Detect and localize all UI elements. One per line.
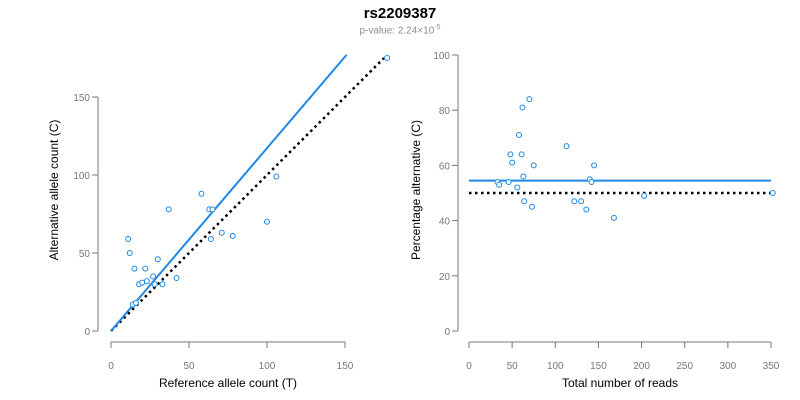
panel1-data-point — [264, 218, 270, 225]
panel1-data-point — [159, 281, 166, 288]
panel1-data-point — [143, 278, 150, 285]
panel1-data-point — [218, 229, 225, 236]
panel2-data-point — [528, 203, 535, 210]
panel1-data-point — [165, 206, 172, 213]
panel1-data-point — [150, 273, 157, 280]
panel2-x-tick-label: 0 — [466, 361, 472, 372]
panel1-data-point — [273, 173, 280, 180]
panel1-data-point — [142, 265, 149, 272]
panel2-x-tick-label: 350 — [763, 361, 780, 372]
panel2-data-point — [591, 162, 598, 169]
panel1-y-tick-label: 50 — [79, 249, 91, 260]
panel2-data-point — [583, 206, 590, 213]
chart-title: rs2209387 — [363, 5, 437, 22]
panel1-y-tick-label: 0 — [84, 327, 90, 338]
panel1-data-point — [209, 206, 216, 213]
panel2-data-point — [526, 96, 533, 103]
panel2-x-tick-label: 250 — [676, 361, 693, 372]
panel2-x-axis-label: Total number of reads — [562, 376, 678, 390]
panel2-y-tick-label: 20 — [439, 272, 451, 283]
panel2-y-tick-label: 40 — [439, 217, 451, 228]
panel1-data-point — [229, 232, 236, 239]
panel2-data-point — [610, 214, 617, 221]
panel2-x-tick-label: 200 — [633, 361, 650, 372]
panel1-data-point — [132, 299, 139, 306]
panel2-y-axis-label: Percentage alternative (C) — [409, 120, 423, 260]
panel1-x-tick-label: 50 — [183, 361, 195, 372]
panel1-x-tick-label: 0 — [108, 361, 114, 372]
panel1-data-point — [125, 235, 132, 242]
subtitle-exponent: -5 — [434, 24, 441, 31]
panel1-data-point — [198, 190, 205, 197]
panel2-data-point — [769, 190, 776, 196]
panel2-data-point — [520, 173, 527, 180]
subtitle-prefix: p-value: 2.24×10 — [359, 25, 435, 37]
panel2-y-tick-label: 80 — [439, 106, 451, 117]
panel2-x-tick-label: 100 — [547, 361, 564, 372]
panel1-fit-line — [110, 54, 348, 332]
panel1-data-point — [126, 250, 133, 256]
panel2-x-tick-label: 50 — [507, 361, 519, 372]
panel1-data-point — [154, 256, 161, 263]
panel2-data-point — [588, 178, 595, 185]
panel2-data-point — [509, 159, 516, 166]
panel1-data-point — [151, 281, 158, 288]
panel1-y-tick-label: 150 — [73, 93, 90, 104]
panel1-x-tick-label: 100 — [259, 361, 276, 372]
panel2-y-tick-label: 100 — [433, 51, 450, 62]
panel2-data-point — [519, 104, 526, 111]
panel1-x-tick-label: 150 — [337, 361, 354, 372]
panel1-data-point — [131, 265, 138, 272]
panel2-y-tick-label: 60 — [439, 161, 451, 172]
panel1-y-axis-label: Alternative allele count (C) — [47, 120, 61, 261]
chart-subtitle: p-value: 2.24×10-5 — [0, 24, 800, 36]
panel2-y-tick-label: 0 — [444, 327, 450, 338]
panel2-data-point — [496, 181, 503, 188]
panel2-x-tick-label: 300 — [720, 361, 737, 372]
panel2-data-point — [578, 198, 585, 205]
panel2-data-point — [571, 198, 578, 205]
panel1-data-point — [207, 235, 214, 242]
panel1-reference-line — [110, 57, 385, 332]
panel1-data-point — [173, 274, 180, 281]
panel2-data-point — [516, 132, 523, 139]
panel2-data-point — [518, 151, 525, 158]
panel2-data-point — [514, 184, 521, 191]
panel1-x-axis-label: Reference allele count (T) — [159, 376, 297, 390]
panel1-y-tick-label: 100 — [73, 171, 90, 182]
panel2-data-point — [530, 162, 537, 169]
panel2-data-point — [521, 198, 528, 205]
panel2-data-point — [505, 178, 512, 185]
panel1-data-point — [384, 55, 391, 61]
panel2-data-point — [507, 151, 514, 158]
panel2-data-point — [563, 143, 570, 150]
panel2-x-tick-label: 150 — [590, 361, 607, 372]
panel2-data-point — [641, 192, 648, 199]
